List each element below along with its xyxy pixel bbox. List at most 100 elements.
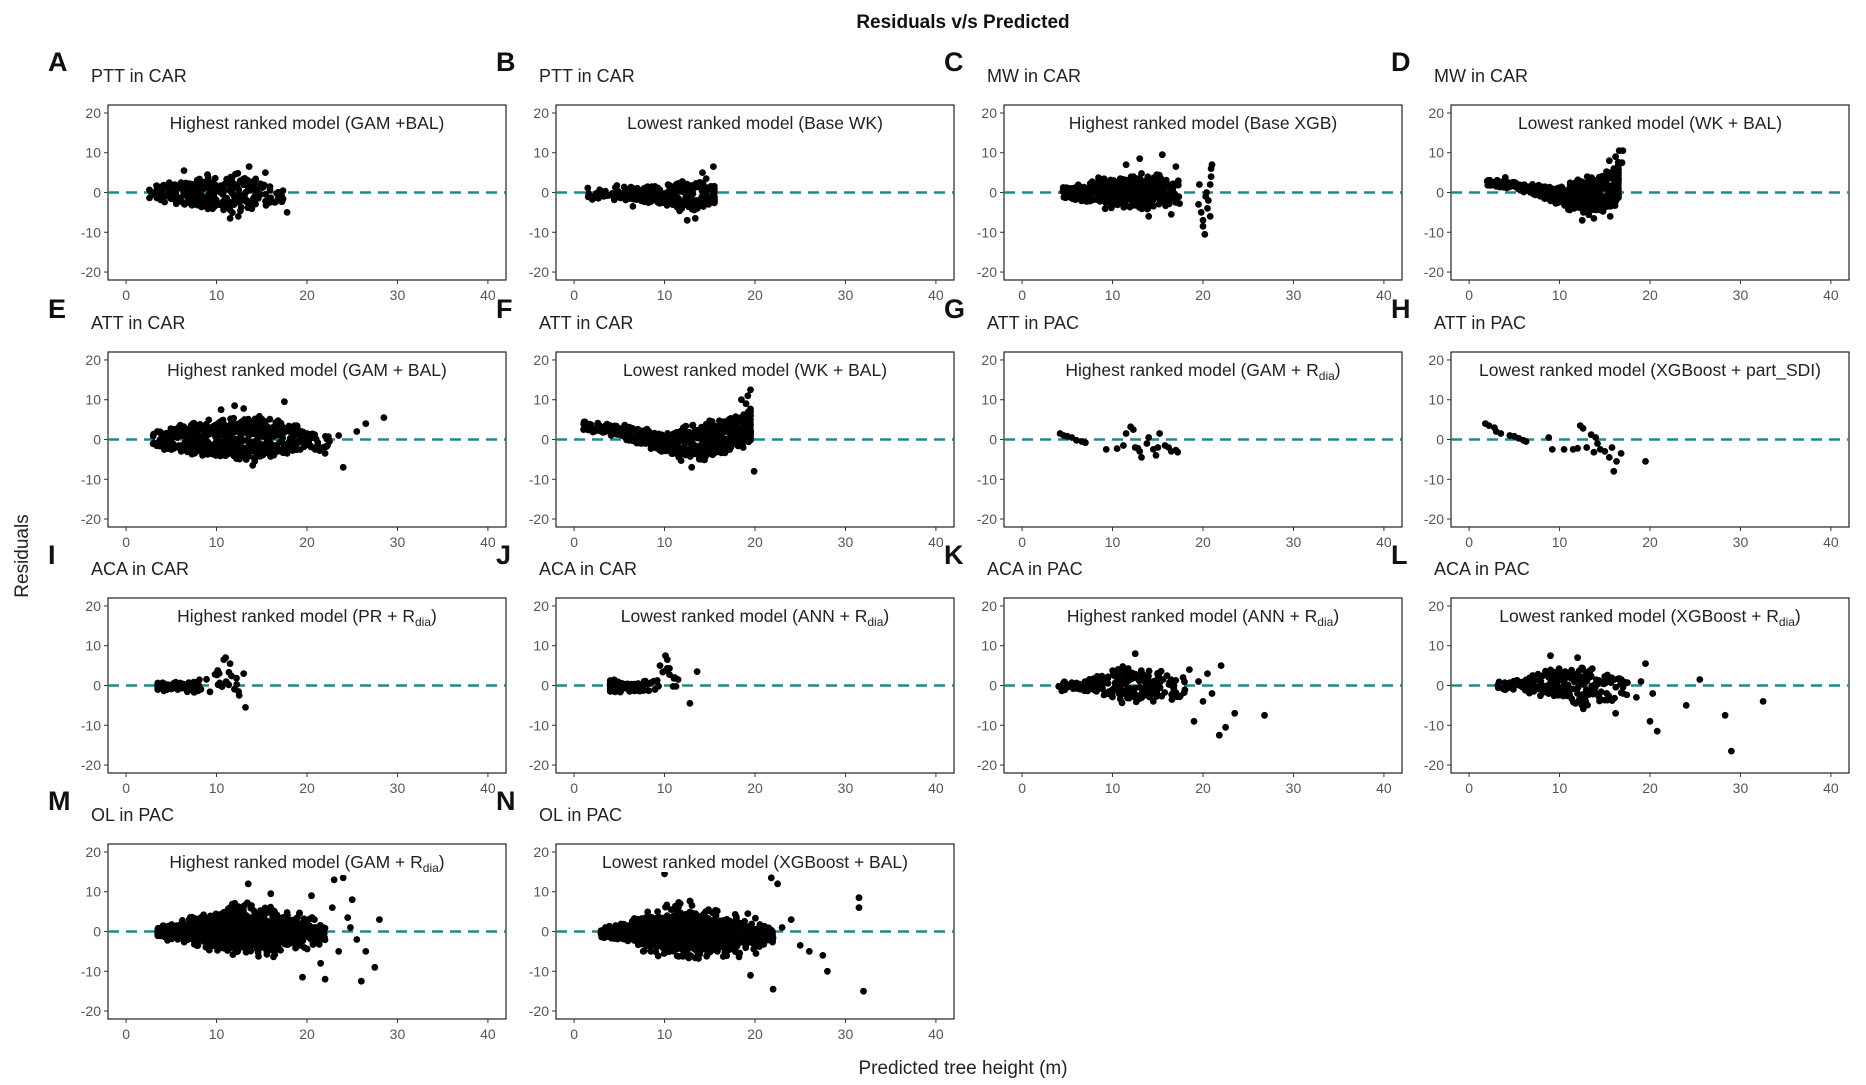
data-point (280, 443, 288, 451)
data-point (236, 449, 244, 457)
data-point (651, 686, 659, 693)
data-point (710, 194, 718, 202)
data-point (1527, 683, 1534, 691)
data-point (1118, 699, 1126, 707)
data-point (1637, 678, 1645, 685)
data-point (281, 398, 288, 406)
data-point (149, 432, 157, 440)
data-point (1547, 652, 1554, 660)
data-point (663, 442, 671, 450)
data-point (1606, 213, 1614, 220)
data-point (260, 442, 267, 450)
data-point (1202, 193, 1210, 200)
data-point (172, 200, 180, 208)
data-point (690, 197, 698, 204)
data-point (321, 450, 329, 457)
data-point (168, 195, 176, 202)
x-tick-label: 20 (1195, 534, 1211, 550)
data-point (648, 439, 655, 447)
data-point (1588, 682, 1596, 690)
x-tick-label: 40 (480, 1026, 496, 1042)
y-tick-label: 10 (85, 392, 101, 408)
data-point (688, 445, 696, 453)
data-point (233, 183, 241, 191)
data-point (225, 668, 233, 676)
data-point (702, 175, 710, 183)
x-tick-label: 10 (657, 780, 673, 796)
model-label-text: Highest ranked model (GAM +BAL) (170, 113, 445, 133)
data-point (1578, 664, 1586, 672)
data-point (678, 436, 686, 444)
data-point (300, 440, 308, 447)
model-label-text: Lowest ranked model (WK + BAL) (1518, 113, 1782, 133)
y-tick-label: 20 (533, 105, 549, 121)
data-point (1222, 723, 1229, 731)
data-point (677, 457, 685, 464)
data-point (594, 419, 602, 427)
data-point (616, 431, 624, 439)
data-point (1204, 205, 1211, 212)
x-tick-label: 0 (570, 780, 578, 796)
y-tick-label: -10 (1424, 717, 1444, 733)
data-point (638, 197, 645, 205)
data-point (606, 687, 614, 695)
data-point (1120, 203, 1128, 211)
x-tick-label: 20 (747, 287, 763, 303)
data-points (584, 163, 718, 224)
data-point (161, 437, 169, 445)
x-tick-label: 30 (1733, 780, 1749, 796)
x-tick-label: 30 (1286, 287, 1302, 303)
data-point (643, 187, 651, 195)
data-point (212, 424, 220, 431)
data-point (1605, 191, 1613, 199)
panel-species-label: ACA in PAC (1434, 559, 1530, 579)
data-point (208, 198, 216, 206)
y-tick-label: 20 (85, 105, 101, 121)
y-tick-label: 20 (981, 598, 997, 614)
model-label-background (619, 360, 891, 380)
data-point (217, 682, 225, 690)
data-point (1534, 685, 1542, 693)
data-point (699, 169, 706, 177)
data-point (196, 676, 203, 684)
panel-letter: B (496, 47, 516, 77)
x-tick-label: 10 (209, 780, 225, 796)
data-point (634, 680, 642, 687)
y-tick-label: -10 (529, 717, 549, 733)
data-point (1102, 446, 1110, 453)
data-point (1642, 458, 1649, 465)
data-point (1485, 422, 1493, 429)
data-point (1653, 727, 1661, 735)
y-tick-label: 20 (981, 352, 997, 368)
data-point (1682, 702, 1690, 709)
data-point (1206, 213, 1214, 220)
data-point (165, 179, 173, 187)
data-point (1152, 681, 1160, 688)
data-point (1113, 193, 1120, 201)
data-point (747, 427, 754, 435)
data-point (1154, 183, 1162, 191)
data-point (214, 667, 222, 674)
data-point (1172, 163, 1180, 171)
x-tick-label: 30 (838, 534, 854, 550)
data-point (1484, 181, 1492, 189)
data-point (1612, 709, 1619, 717)
model-label: Highest ranked model (GAM +BAL) (170, 113, 445, 133)
data-point (229, 209, 236, 217)
data-point (266, 199, 274, 206)
data-point (1167, 211, 1175, 218)
data-point (1217, 662, 1225, 669)
x-tick-label: 40 (1376, 287, 1392, 303)
data-point (188, 447, 196, 454)
data-point (1122, 161, 1130, 169)
data-point (666, 665, 673, 672)
panel-letter: J (496, 540, 511, 570)
data-point (243, 196, 250, 204)
data-point (1591, 187, 1598, 195)
data-point (617, 425, 624, 433)
data-point (610, 193, 618, 200)
data-point (1155, 171, 1163, 179)
data-point (185, 681, 193, 689)
y-tick-label: -10 (1424, 471, 1444, 487)
y-tick-label: 20 (981, 105, 997, 121)
